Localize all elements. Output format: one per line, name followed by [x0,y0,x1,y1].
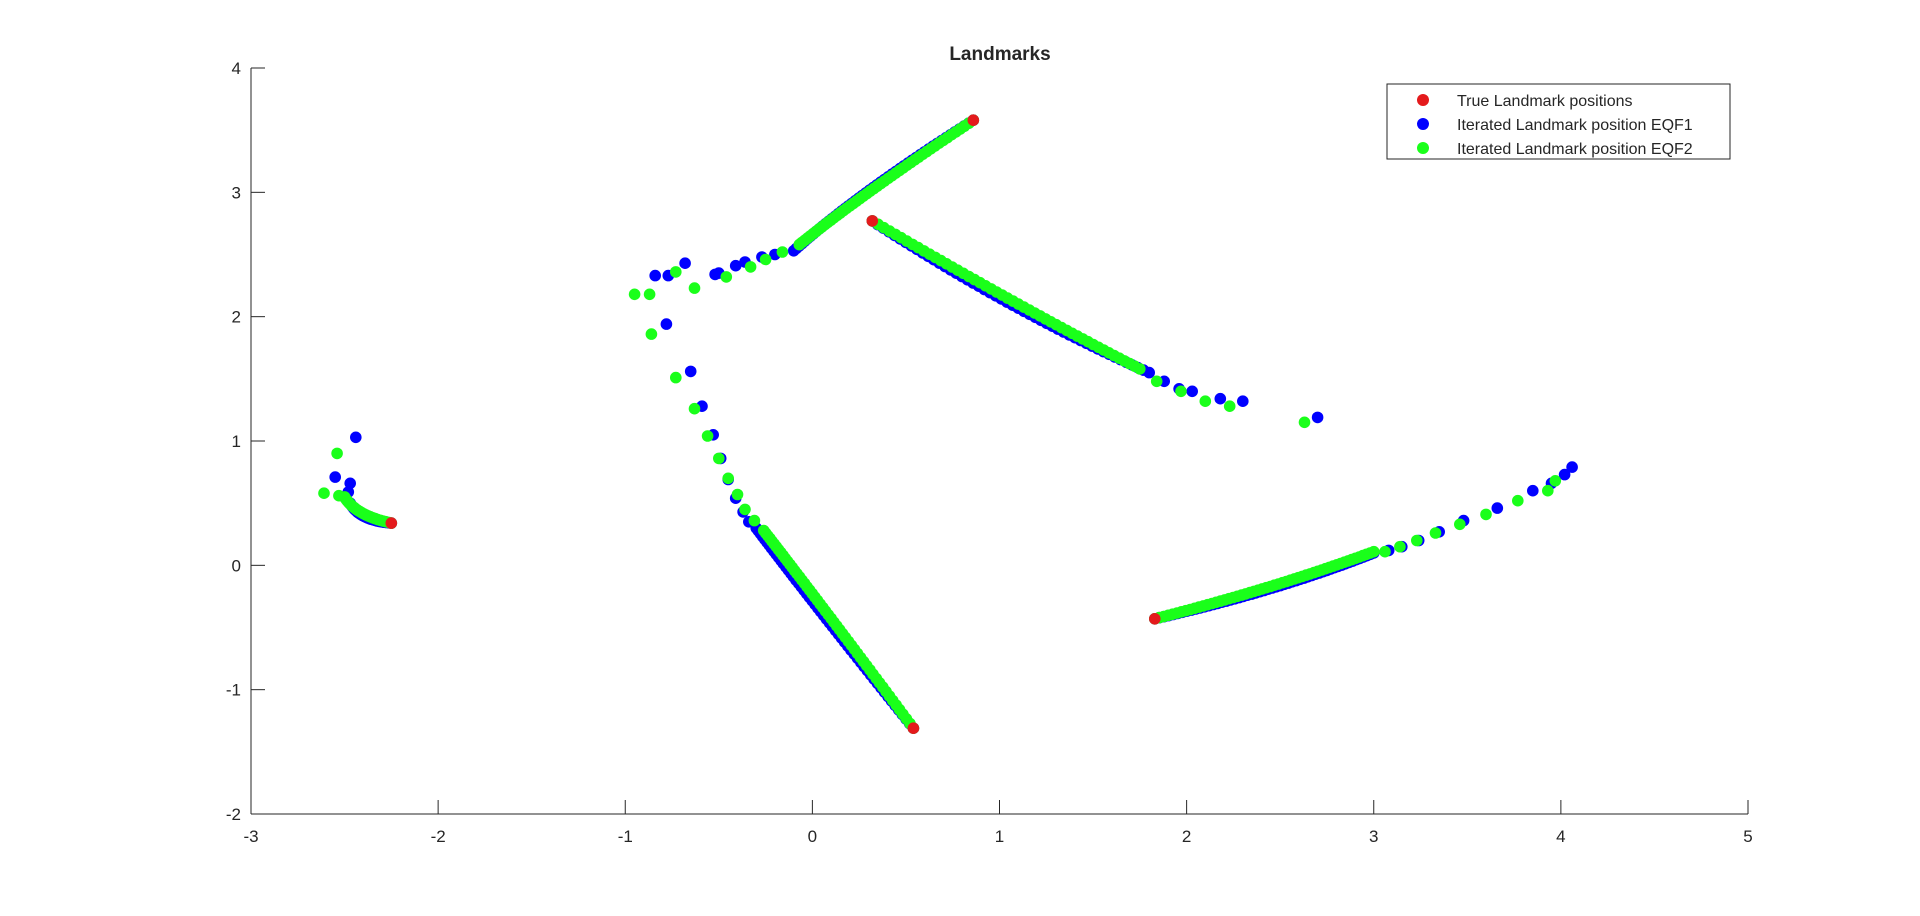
true-point [967,114,980,126]
x-tick-label: 1 [995,827,1004,846]
eqf2-point [333,489,345,502]
eqf2-point [793,238,806,251]
y-tick-label: -1 [226,681,241,700]
eqf2-point [645,328,658,340]
true-point [385,517,398,529]
eqf1-point [344,477,357,490]
x-tick-label: 2 [1182,827,1191,846]
eqf2-point [1411,534,1423,547]
eqf2-point [1223,400,1236,413]
legend-box [1386,83,1731,160]
legend-marker-eqf1 [1417,118,1429,130]
eqf1-point [1214,392,1227,405]
legend-marker-eqf2 [1417,142,1429,154]
eqf1-point [1527,484,1539,497]
eqf1-point [1491,502,1504,514]
legend: True Landmark positions Iterated Landmark… [1386,83,1731,160]
x-tick-label: 5 [1743,827,1752,846]
eqf2-point [748,514,761,527]
eqf2-point [1134,363,1146,375]
eqf1-point [679,257,691,270]
eqf1-point [684,365,697,378]
true-point [907,722,920,734]
x-tick-label: 4 [1556,827,1565,846]
eqf1-point [1237,395,1249,408]
eqf1-point [1311,411,1324,424]
eqf1-series [329,114,1578,734]
eqf2-point [757,524,770,537]
legend-label-true: True Landmark positions [1457,93,1633,110]
eqf2-point [1549,475,1562,487]
x-tick-label: -2 [431,827,446,846]
eqf1-point [329,471,342,483]
eqf2-point [1150,375,1163,388]
eqf2-point [688,402,701,415]
eqf2-point [1512,494,1524,507]
eqf2-point [776,246,789,258]
eqf2-point [670,371,682,384]
x-tick-label: -1 [618,827,633,846]
eqf2-point [628,288,641,301]
eqf1-point [709,268,721,281]
eqf1-point [1143,366,1155,379]
eqf1-point [649,269,661,282]
eqf2-point [331,447,343,460]
true-point [1149,613,1161,625]
eqf2-point [701,430,714,442]
eqf2-point [318,487,330,500]
eqf2-point [713,452,725,465]
eqf1-point [1186,385,1198,398]
true-point [866,215,879,227]
eqf2-point [720,271,733,283]
eqf1-point [1558,468,1571,481]
eqf2-point [670,266,682,278]
eqf1-point [1566,461,1578,473]
eqf2-point [722,472,734,485]
y-tick-label: 1 [232,432,241,451]
eqf2-point [1379,545,1391,558]
y-tick-label: -2 [226,805,241,824]
eqf2-point [1542,484,1554,497]
eqf2-point [739,503,751,516]
eqf2-point [1429,527,1442,539]
x-tick-label: 0 [808,827,817,846]
eqf2-point [1199,395,1212,408]
x-tick-label: 3 [1369,827,1378,846]
y-tick-label: 4 [232,59,241,78]
legend-label-eqf2: Iterated Landmark position EQF2 [1457,141,1693,158]
eqf2-point [759,253,772,266]
eqf2-series [318,114,1562,734]
eqf1-point [660,318,673,330]
legend-label-eqf1: Iterated Landmark position EQF1 [1457,117,1693,134]
eqf2-point [731,488,744,501]
true-series [385,114,1161,734]
eqf2-point [744,261,757,273]
legend-marker-true [1417,94,1429,106]
x-tick-label: -3 [243,827,258,846]
y-tick-label: 0 [232,556,241,575]
y-tick-label: 2 [232,308,241,327]
eqf2-point [1394,540,1406,553]
eqf2-point [1368,545,1380,558]
eqf2-point [688,282,701,294]
eqf2-point [1454,518,1466,531]
eqf2-point [643,288,656,301]
eqf1-point [350,431,362,444]
eqf2-point [1298,416,1311,429]
eqf2-point [1175,385,1187,398]
chart-title: Landmarks [949,44,1050,65]
eqf1-point [729,259,742,272]
y-tick-label: 3 [232,183,241,202]
eqf2-point [1480,508,1492,521]
data-points [318,114,1578,734]
